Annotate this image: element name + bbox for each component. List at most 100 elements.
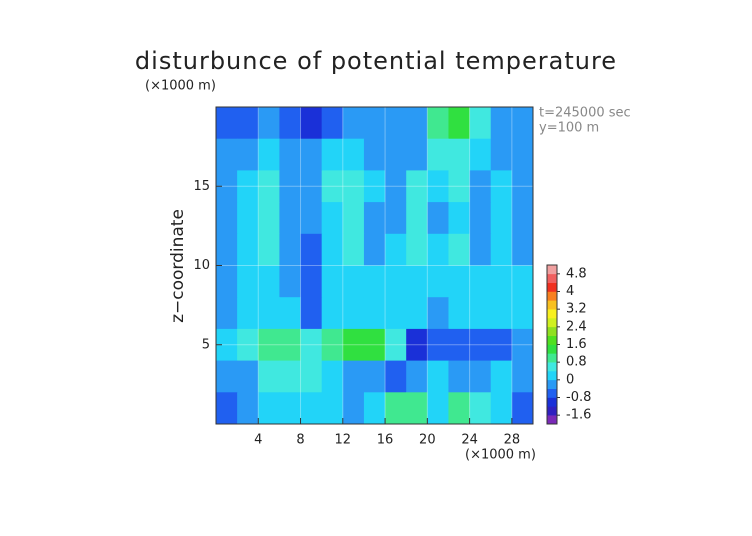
contour-cell [321, 360, 344, 393]
contour-cell [363, 138, 386, 171]
contour-cell [363, 202, 386, 235]
contour-cell [258, 328, 280, 362]
chart-title: disturbunce of potential temperature [135, 47, 617, 75]
contour-cell [258, 202, 280, 235]
contour-cell [490, 265, 513, 298]
contour-cell [216, 328, 238, 362]
contour-cell [216, 170, 238, 203]
contour-cell [216, 265, 238, 298]
colorbar-swatch [547, 371, 557, 381]
colorbar-swatch [547, 397, 557, 407]
contour-cell [279, 202, 302, 235]
contour-cell [321, 138, 344, 171]
colorbar-swatch [547, 362, 557, 372]
contour-cell [258, 360, 280, 393]
colorbar-swatch [547, 282, 557, 292]
contour-cell [321, 392, 344, 425]
contour-cell [511, 170, 534, 203]
contour-cell [490, 328, 513, 362]
colorbar-swatch [547, 379, 557, 389]
contour-cell [363, 360, 386, 393]
contour-cell [300, 138, 323, 171]
contour-cell [342, 360, 365, 393]
colorbar-swatch [547, 344, 557, 354]
contour-cell [406, 202, 428, 235]
contour-cell [258, 107, 280, 140]
contour-cell [448, 138, 471, 171]
contour-cell [511, 233, 534, 266]
contour-cell [427, 202, 449, 235]
contour-cell [469, 297, 492, 330]
annotation: t=245000 sec [539, 106, 631, 121]
contour-cell [406, 360, 428, 393]
contour-cell [300, 392, 323, 425]
contour-cell [511, 360, 534, 393]
contour-cell [258, 170, 280, 203]
contour-cell [469, 107, 492, 140]
contour-cell [385, 107, 407, 140]
contour-cell [321, 328, 344, 362]
colorbar-tick-label: 1.6 [566, 337, 587, 352]
colorbar-tick-label: 0.8 [566, 355, 587, 370]
colorbar-swatch [547, 309, 557, 319]
colorbar-swatch [547, 335, 557, 345]
colorbar-swatch [547, 318, 557, 328]
contour-cell [342, 202, 365, 235]
contour-cell [321, 233, 344, 266]
contour-cell [321, 265, 344, 298]
contour-cell [511, 392, 534, 425]
contour-cell [216, 233, 238, 266]
contour-cell [448, 360, 471, 393]
contour-cell [237, 297, 259, 330]
contour-cell [490, 297, 513, 330]
contour-cell [448, 107, 471, 140]
contour-cell [363, 328, 386, 362]
contour-cell [385, 392, 407, 425]
contour-cell [511, 202, 534, 235]
contour-cell [279, 233, 302, 266]
contour-cell [469, 265, 492, 298]
contour-cell [279, 392, 302, 425]
contour-cell [237, 328, 259, 362]
contour-cell [321, 297, 344, 330]
x-tick-label: 4 [254, 433, 262, 448]
y-tick-label: 15 [193, 179, 210, 194]
colorbar-swatch [547, 353, 557, 363]
contour-cell [363, 392, 386, 425]
contour-cell [237, 360, 259, 393]
contour-cell [363, 170, 386, 203]
contour-cell [490, 392, 513, 425]
contour-cell [490, 233, 513, 266]
contour-cell [216, 360, 238, 393]
y-axis-label: z−coordinate [168, 209, 188, 323]
contour-cell [448, 265, 471, 298]
contour-cell [237, 265, 259, 298]
contour-cell [469, 202, 492, 235]
contour-cell [406, 265, 428, 298]
contour-cell [300, 297, 323, 330]
contour-cell [342, 297, 365, 330]
contour-cell [427, 107, 449, 140]
contour-cell [469, 392, 492, 425]
contour-cell [469, 233, 492, 266]
contour-cell [469, 170, 492, 203]
contour-cell [237, 392, 259, 425]
contour-cell [342, 170, 365, 203]
contour-cell [427, 297, 449, 330]
contour-cell [406, 297, 428, 330]
contour-cell [406, 233, 428, 266]
contour-cell [469, 138, 492, 171]
contour-cell [385, 202, 407, 235]
contour-cell [342, 265, 365, 298]
contour-cell [342, 107, 365, 140]
contour-cell [427, 392, 449, 425]
annotation: y=100 m [539, 121, 599, 136]
colorbar-tick-label: 2.4 [566, 319, 587, 334]
colorbar-swatch [547, 291, 557, 301]
contour-cell [342, 392, 365, 425]
x-unit: (×1000 m) [465, 448, 536, 463]
contour-cell [279, 265, 302, 298]
contour-cell [216, 138, 238, 171]
contour-cell [385, 297, 407, 330]
contour-cell [490, 138, 513, 171]
